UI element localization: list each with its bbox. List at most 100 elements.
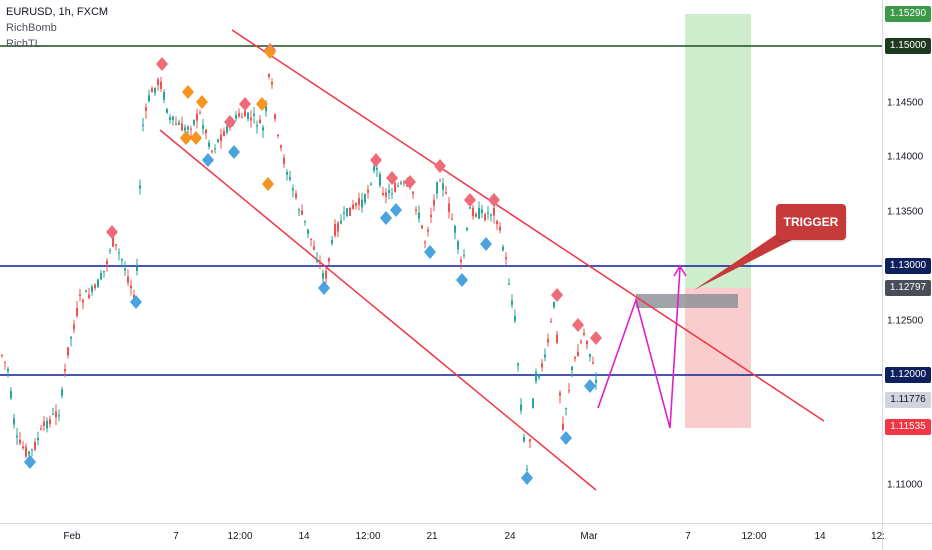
- candle-body: [91, 286, 93, 292]
- candle-body: [202, 125, 204, 129]
- candle-body: [175, 123, 177, 125]
- signal-diamond-marker: [190, 131, 202, 145]
- candles-group: [1, 73, 597, 478]
- candle-body: [94, 284, 96, 289]
- candle-body: [205, 129, 207, 134]
- signal-diamond-marker: [560, 431, 572, 445]
- indicator-legend-richbomb[interactable]: RichBomb: [6, 22, 57, 34]
- candle-body: [334, 224, 336, 236]
- candle-body: [295, 193, 297, 198]
- candle-body: [373, 166, 375, 171]
- candle-body: [25, 446, 27, 457]
- candle-body: [139, 185, 141, 189]
- candle-body: [562, 423, 564, 430]
- candle-body: [166, 108, 168, 113]
- candle-body: [532, 398, 534, 409]
- candle-body: [55, 411, 57, 418]
- candle-body: [235, 114, 237, 119]
- candle-body: [187, 126, 189, 130]
- candle-body: [463, 255, 465, 257]
- candle-body: [109, 250, 111, 252]
- channel-lower-line[interactable]: [159, 129, 597, 491]
- candle-body: [448, 203, 450, 213]
- time-tick: 12:: [871, 531, 885, 542]
- candle-body: [256, 125, 258, 127]
- candle-body: [301, 210, 303, 215]
- candle-body: [514, 316, 516, 321]
- signal-diamond-marker: [424, 245, 436, 259]
- candle-body: [265, 105, 267, 112]
- candle-body: [331, 240, 333, 244]
- time-axis[interactable]: Feb 7 12:00 14 12:00 21 24 Mar 7 12:00 1…: [0, 523, 885, 550]
- candle-body: [121, 259, 123, 261]
- candle-body: [589, 353, 591, 357]
- signal-diamond-marker: [180, 131, 192, 145]
- candle-body: [1, 354, 3, 356]
- candle-body: [43, 421, 45, 426]
- time-tick: 24: [504, 531, 516, 542]
- candle-body: [157, 79, 159, 85]
- candle-body: [580, 341, 582, 343]
- signal-diamond-marker: [390, 203, 402, 217]
- candle-body: [10, 391, 12, 399]
- candle-body: [574, 357, 576, 359]
- candle-body: [16, 435, 18, 438]
- price-tick: 1.12500: [887, 315, 924, 327]
- candle-body: [40, 428, 42, 430]
- candle-body: [154, 87, 156, 94]
- candle-body: [247, 112, 249, 120]
- time-tick: 14: [298, 531, 310, 542]
- chart-area[interactable]: EURUSD, 1h, FXCM RichBomb RichTL TRIGGER: [0, 0, 882, 523]
- candle-body: [493, 207, 495, 216]
- signal-diamond-marker: [264, 45, 276, 59]
- candle-body: [307, 229, 309, 235]
- entry-range-box: [636, 294, 738, 308]
- indicator-legend-richtl[interactable]: RichTL: [6, 38, 41, 50]
- signal-diamond-marker: [584, 379, 596, 393]
- price-chart[interactable]: [0, 0, 882, 523]
- candle-body: [250, 117, 252, 121]
- candle-body: [553, 301, 555, 308]
- projection-arrowhead: [673, 264, 687, 277]
- candle-body: [523, 437, 525, 442]
- channel-upper-line[interactable]: [231, 29, 825, 422]
- candle-body: [349, 207, 351, 216]
- candle-body: [421, 225, 423, 229]
- candle-body: [538, 375, 540, 378]
- price-axis[interactable]: 1.14500 1.14000 1.13500 1.12500 1.11000 …: [882, 0, 932, 523]
- price-badge-stop: 1.11535: [885, 419, 931, 435]
- signal-diamond-marker: [318, 281, 330, 295]
- price-tick: 1.11000: [887, 479, 923, 491]
- candle-body: [400, 182, 402, 184]
- candle-body: [385, 192, 387, 197]
- candle-body: [502, 246, 504, 251]
- candle-body: [379, 174, 381, 186]
- candle-body: [316, 259, 318, 262]
- candle-body: [169, 117, 171, 120]
- candle-body: [145, 107, 147, 111]
- signal-diamond-marker: [239, 97, 251, 111]
- candle-body: [115, 244, 117, 246]
- signal-diamond-marker: [224, 115, 236, 129]
- symbol-legend[interactable]: EURUSD, 1h, FXCM: [6, 6, 109, 18]
- candle-body: [361, 199, 363, 208]
- time-tick: 12:00: [355, 531, 381, 542]
- signal-markers-group: [24, 43, 602, 485]
- time-tick: 14: [814, 531, 826, 542]
- candle-body: [220, 134, 222, 142]
- candle-body: [292, 188, 294, 191]
- signal-diamond-marker: [262, 177, 274, 191]
- candle-body: [559, 392, 561, 396]
- candle-body: [61, 389, 63, 396]
- time-tick: 12:00: [741, 531, 767, 542]
- signal-diamond-marker: [196, 95, 208, 109]
- signal-diamond-marker: [106, 225, 118, 239]
- candle-body: [85, 290, 87, 293]
- candle-body: [355, 203, 357, 206]
- candle-body: [529, 439, 531, 442]
- trigger-callout[interactable]: TRIGGER: [776, 204, 846, 240]
- candle-body: [253, 113, 255, 116]
- candle-body: [283, 157, 285, 164]
- candle-body: [487, 212, 489, 214]
- candle-body: [508, 283, 510, 285]
